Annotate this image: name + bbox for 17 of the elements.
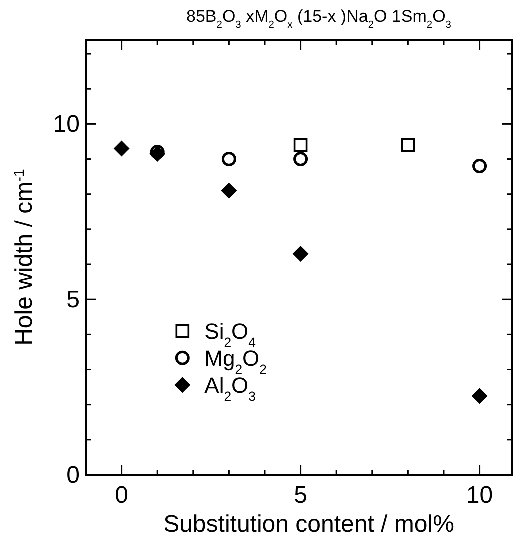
point <box>472 388 488 404</box>
x-tick-label: 5 <box>294 482 308 509</box>
point <box>114 140 130 157</box>
point <box>472 159 488 174</box>
point <box>294 152 308 167</box>
chart-title: 85B$_{2}$O$_{3}$ xM$_{2}$O$_{x}$ (15-x )Na$_{2}$O 1Sm$_{2}$O$_{3}$ <box>186 7 452 30</box>
x-tick-label: 10 <box>466 482 494 509</box>
point <box>221 182 238 199</box>
y-tick-label: 0 <box>66 462 80 489</box>
x-axis-title: Substitution content / mol% <box>164 511 454 536</box>
point <box>222 152 236 167</box>
point <box>292 246 309 262</box>
y-tick-label: 10 <box>53 111 80 138</box>
point <box>401 138 416 152</box>
point <box>294 138 308 152</box>
y-tick-label: 5 <box>66 286 80 314</box>
x-tick-label: 0 <box>115 482 128 509</box>
